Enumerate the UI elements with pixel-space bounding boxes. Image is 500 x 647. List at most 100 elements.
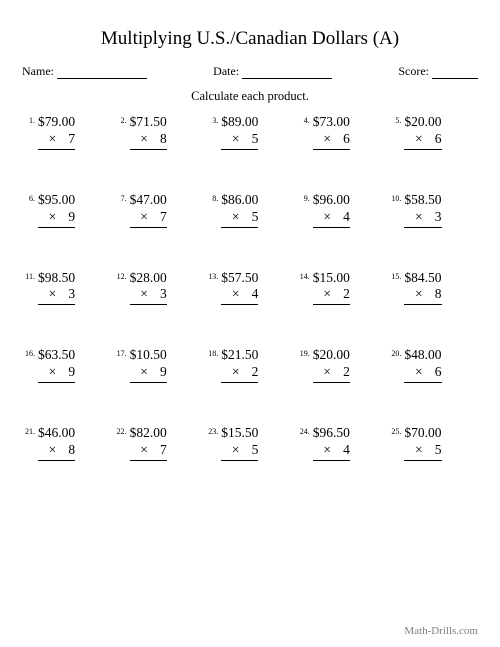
multiplicand: $58.50	[404, 192, 441, 209]
multiplier: 4	[333, 209, 350, 224]
multiply-sign: ×	[232, 442, 242, 457]
problem: 8.$86.00× 5	[207, 192, 293, 228]
multiply-sign: ×	[140, 286, 150, 301]
multiplier: 5	[241, 442, 258, 457]
problem: 11.$98.50× 3	[24, 270, 110, 306]
multiplier-row: × 7	[130, 442, 167, 461]
problem-number: 5.	[390, 114, 404, 125]
multiplicand: $48.00	[404, 347, 441, 364]
multiply-sign: ×	[323, 442, 333, 457]
multiply-sign: ×	[415, 209, 425, 224]
problem-number: 24.	[299, 425, 313, 436]
multiplicand: $86.00	[221, 192, 258, 209]
problem-body: $84.50× 8	[404, 270, 441, 306]
multiply-sign: ×	[232, 364, 242, 379]
multiplicand: $73.00	[313, 114, 350, 131]
multiplicand: $47.00	[130, 192, 167, 209]
problem-number: 7.	[116, 192, 130, 203]
problem-body: $47.00× 7	[130, 192, 167, 228]
problem-body: $79.00× 7	[38, 114, 75, 150]
multiplier: 8	[150, 131, 167, 146]
problem: 10.$58.50× 3	[390, 192, 476, 228]
problem-body: $71.50× 8	[130, 114, 167, 150]
problem-number: 16.	[24, 347, 38, 358]
multiply-sign: ×	[415, 364, 425, 379]
multiplier: 2	[241, 364, 258, 379]
date-field: Date:	[213, 64, 332, 79]
problem-body: $21.50× 2	[221, 347, 258, 383]
problem-number: 19.	[299, 347, 313, 358]
multiplicand: $15.00	[313, 270, 350, 287]
problem-number: 12.	[116, 270, 130, 281]
score-field: Score:	[398, 64, 478, 79]
problem-number: 6.	[24, 192, 38, 203]
multiplier: 6	[425, 131, 442, 146]
multiplier-row: × 3	[404, 209, 441, 228]
multiplicand: $57.50	[221, 270, 258, 287]
problem: 13.$57.50× 4	[207, 270, 293, 306]
multiplicand: $21.50	[221, 347, 258, 364]
multiplier-row: × 5	[404, 442, 441, 461]
problem: 18.$21.50× 2	[207, 347, 293, 383]
problem-body: $57.50× 4	[221, 270, 258, 306]
problem-body: $46.00× 8	[38, 425, 75, 461]
problem: 21.$46.00× 8	[24, 425, 110, 461]
multiplier: 7	[150, 209, 167, 224]
multiplicand: $20.00	[404, 114, 441, 131]
multiplier-row: × 3	[38, 286, 75, 305]
multiplicand: $96.00	[313, 192, 350, 209]
problem-number: 15.	[390, 270, 404, 281]
problem-number: 17.	[116, 347, 130, 358]
name-label: Name:	[22, 64, 54, 79]
problem: 20.$48.00× 6	[390, 347, 476, 383]
problem-number: 20.	[390, 347, 404, 358]
multiplier-row: × 3	[130, 286, 167, 305]
multiply-sign: ×	[232, 209, 242, 224]
problem-body: $58.50× 3	[404, 192, 441, 228]
multiply-sign: ×	[415, 286, 425, 301]
multiplier: 5	[425, 442, 442, 457]
problem-body: $20.00× 2	[313, 347, 350, 383]
problem: 12.$28.00× 3	[116, 270, 202, 306]
problem-number: 3.	[207, 114, 221, 125]
problem-body: $15.00× 2	[313, 270, 350, 306]
multiplier: 9	[58, 364, 75, 379]
multiplicand: $71.50	[130, 114, 167, 131]
problem-body: $86.00× 5	[221, 192, 258, 228]
problem-number: 10.	[390, 192, 404, 203]
multiply-sign: ×	[323, 131, 333, 146]
multiply-sign: ×	[49, 442, 59, 457]
name-line[interactable]	[57, 66, 147, 79]
problem-number: 23.	[207, 425, 221, 436]
multiplier-row: × 4	[313, 209, 350, 228]
problem-body: $73.00× 6	[313, 114, 350, 150]
multiply-sign: ×	[140, 209, 150, 224]
multiplicand: $98.50	[38, 270, 75, 287]
multiply-sign: ×	[49, 131, 59, 146]
problem-body: $82.00× 7	[130, 425, 167, 461]
multiplier: 3	[58, 286, 75, 301]
multiply-sign: ×	[49, 209, 59, 224]
name-field: Name:	[22, 64, 147, 79]
problem: 16.$63.50× 9	[24, 347, 110, 383]
problem-body: $95.00× 9	[38, 192, 75, 228]
problem-body: $96.50× 4	[313, 425, 350, 461]
problem-body: $10.50× 9	[130, 347, 167, 383]
multiplicand: $20.00	[313, 347, 350, 364]
problem-number: 9.	[299, 192, 313, 203]
multiplier-row: × 5	[221, 442, 258, 461]
multiply-sign: ×	[323, 286, 333, 301]
multiplicand: $10.50	[130, 347, 167, 364]
multiplier: 5	[241, 209, 258, 224]
problem-number: 8.	[207, 192, 221, 203]
problem: 15.$84.50× 8	[390, 270, 476, 306]
date-line[interactable]	[242, 66, 332, 79]
score-line[interactable]	[432, 66, 478, 79]
problem: 3.$89.00× 5	[207, 114, 293, 150]
multiplier-row: × 4	[313, 442, 350, 461]
multiplier-row: × 2	[313, 364, 350, 383]
multiplier-row: × 8	[38, 442, 75, 461]
problem-number: 22.	[116, 425, 130, 436]
multiplier: 7	[150, 442, 167, 457]
problem: 9.$96.00× 4	[299, 192, 385, 228]
